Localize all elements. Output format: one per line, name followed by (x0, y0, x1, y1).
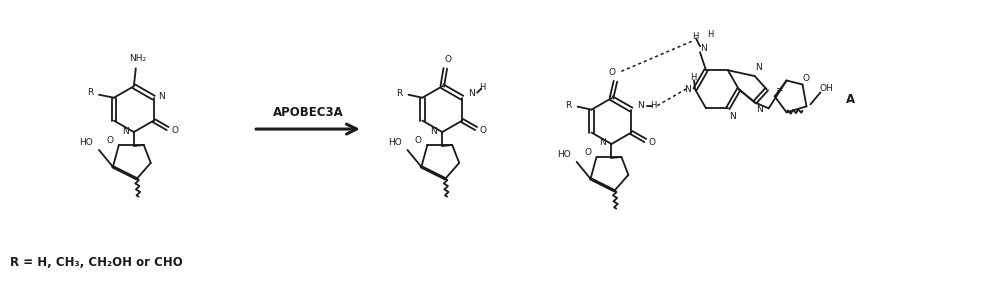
Text: HO: HO (388, 139, 401, 148)
Text: R: R (396, 89, 403, 98)
Text: N: N (684, 85, 690, 94)
Text: N: N (755, 63, 762, 72)
Text: H: H (707, 30, 713, 39)
Text: N: N (468, 89, 475, 98)
Text: O: O (106, 137, 113, 146)
Text: H: H (650, 101, 656, 110)
Text: R: R (566, 101, 572, 110)
Text: N: N (599, 139, 606, 148)
Text: R = H, CH₃, CH₂OH or CHO: R = H, CH₃, CH₂OH or CHO (10, 256, 183, 269)
Text: N: N (637, 101, 644, 110)
Text: O: O (480, 126, 487, 135)
Text: H: H (690, 73, 696, 82)
Text: O: O (649, 138, 656, 147)
Text: N: N (756, 105, 763, 114)
Text: A: A (846, 93, 855, 106)
Text: HO: HO (557, 150, 571, 159)
Text: N: N (158, 92, 165, 101)
Text: O: O (584, 148, 591, 157)
Text: OH: OH (820, 84, 833, 93)
Text: O: O (445, 55, 452, 64)
Text: O: O (415, 137, 422, 146)
Text: APOBEC3A: APOBEC3A (273, 106, 343, 119)
Text: NH₂: NH₂ (129, 54, 146, 63)
Text: R: R (87, 88, 93, 97)
Text: N: N (122, 126, 129, 135)
Text: N: N (729, 112, 736, 121)
Text: HO: HO (79, 139, 93, 148)
Text: H: H (479, 83, 485, 92)
Text: =: = (775, 85, 782, 94)
Text: O: O (609, 68, 616, 77)
Text: O: O (803, 74, 810, 83)
Text: N: N (430, 126, 437, 135)
Text: H: H (692, 32, 698, 41)
Text: O: O (171, 126, 178, 135)
Text: N: N (701, 44, 707, 53)
